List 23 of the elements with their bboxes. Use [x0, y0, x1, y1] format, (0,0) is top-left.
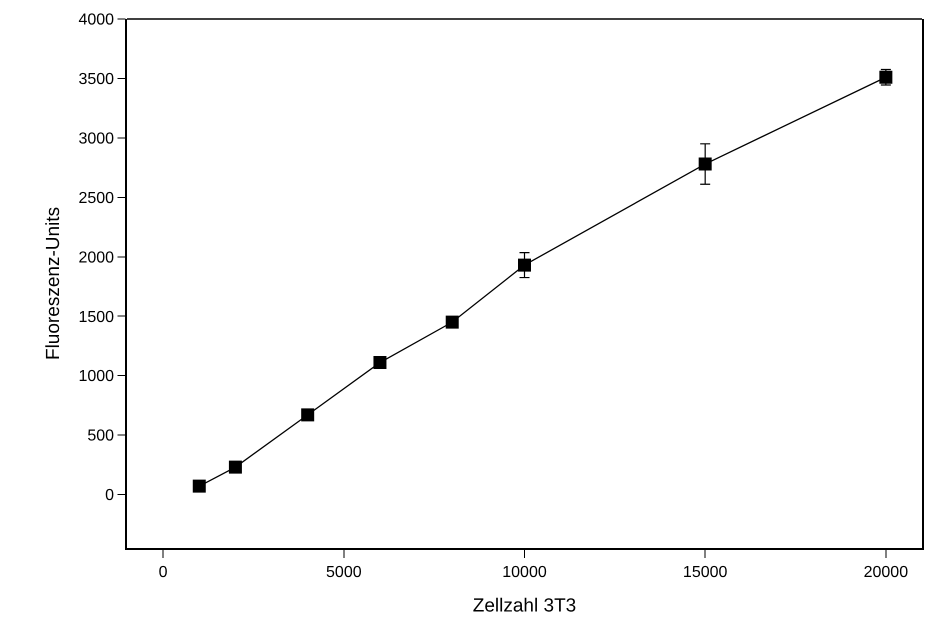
point: [518, 258, 531, 272]
y-tick-label: 500: [87, 428, 114, 445]
point: [192, 480, 206, 493]
y-tick-label: 2000: [78, 249, 114, 266]
point: [301, 408, 314, 422]
x-tick-label: 15000: [682, 564, 728, 581]
y-tick-label: 1500: [78, 308, 114, 326]
y-tick-label: 4000: [78, 12, 114, 29]
y-tick-label: 2500: [78, 190, 114, 207]
point: [373, 356, 386, 370]
y-tick-label: 1000: [78, 368, 114, 386]
point: [698, 158, 712, 171]
point: [446, 316, 459, 329]
y-tick-label: 0: [105, 487, 114, 504]
y-axis-title: Fluoreszenz-Units: [42, 206, 64, 360]
x-tick-label: 10000: [502, 564, 547, 581]
x-tick-label: 0: [158, 564, 168, 581]
x-tick-label: 5000: [326, 564, 362, 581]
x-tick-label: 20000: [864, 564, 908, 581]
x-axis-title: Zellzahl 3T3: [472, 595, 576, 616]
y-tick-label: 3500: [78, 71, 114, 88]
y-tick-label: 3000: [78, 130, 114, 148]
point: [228, 460, 242, 474]
